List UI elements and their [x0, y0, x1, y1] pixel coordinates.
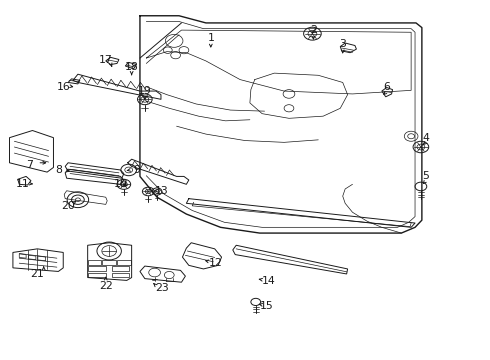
Text: 17: 17: [99, 55, 113, 65]
Text: 15: 15: [260, 301, 274, 311]
Text: 21: 21: [30, 269, 44, 279]
Text: 18: 18: [125, 62, 139, 72]
Text: 7: 7: [25, 160, 32, 170]
Text: 10: 10: [114, 179, 127, 189]
Text: 19: 19: [138, 86, 152, 96]
Text: 2: 2: [310, 25, 317, 35]
Text: 20: 20: [61, 201, 75, 211]
Text: 3: 3: [339, 40, 346, 49]
Text: 9: 9: [133, 165, 140, 175]
Text: 12: 12: [209, 258, 222, 268]
Text: 22: 22: [99, 281, 113, 291]
Text: 5: 5: [422, 171, 429, 181]
Polygon shape: [13, 249, 63, 271]
Text: 4: 4: [422, 133, 429, 143]
Text: 16: 16: [56, 82, 70, 93]
Text: 11: 11: [16, 179, 29, 189]
Text: 6: 6: [383, 82, 390, 93]
Polygon shape: [140, 266, 185, 282]
Text: 13: 13: [155, 186, 169, 197]
Text: 14: 14: [262, 276, 275, 286]
Text: 1: 1: [207, 33, 214, 43]
Text: 23: 23: [155, 283, 169, 293]
Polygon shape: [88, 243, 132, 280]
Text: 8: 8: [55, 165, 62, 175]
